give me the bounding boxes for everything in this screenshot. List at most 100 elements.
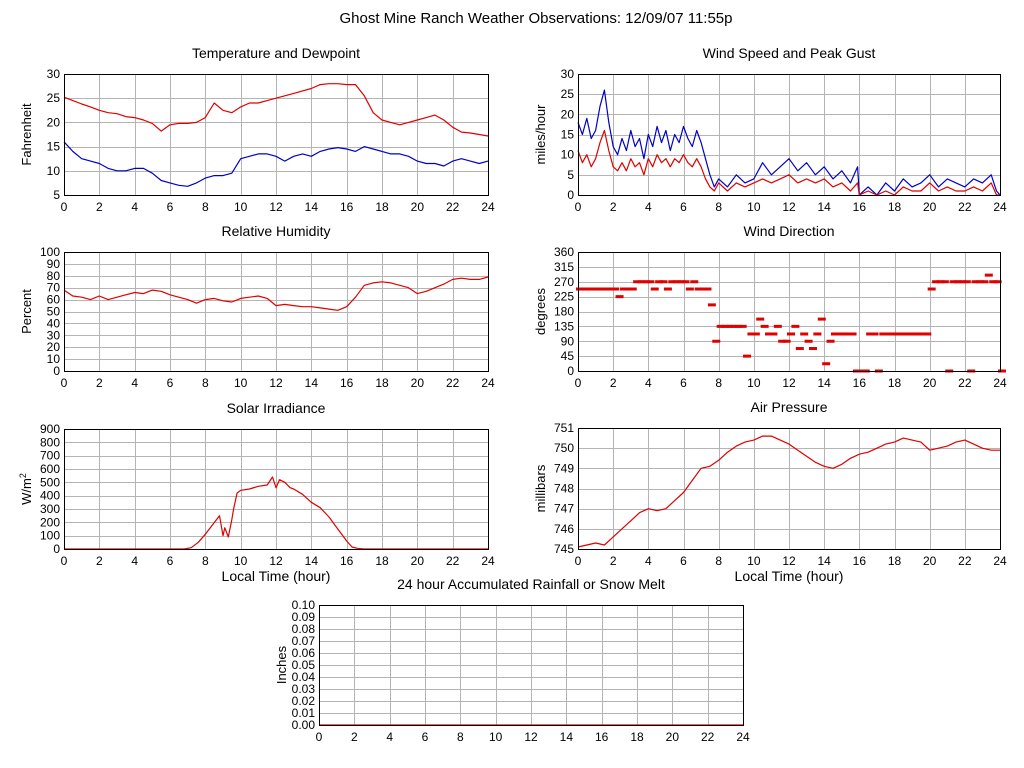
wind-direction-point (747, 332, 756, 336)
wind-direction-point (800, 332, 809, 336)
y-tick-label: 0.09 (292, 610, 316, 624)
x-tick-label: 14 (817, 200, 831, 214)
plot-frame (578, 252, 1001, 372)
x-tick-label: 4 (131, 554, 138, 568)
x-tick-label: 20 (923, 376, 937, 390)
y-tick-label: 30 (47, 328, 61, 342)
y-tick-label: 0.05 (292, 658, 316, 672)
x-tick-label: 12 (782, 376, 796, 390)
y-tick-label: 270 (554, 275, 574, 289)
x-tick-label: 18 (630, 730, 644, 744)
wind-direction-point (624, 287, 633, 291)
wind-direction-point (773, 324, 782, 328)
plot-frame (64, 252, 489, 372)
wind-direction-point (896, 332, 905, 336)
page-title: Ghost Mine Ranch Weather Observations: 1… (339, 10, 732, 27)
wind-direction-point (782, 339, 791, 343)
wind-direction-point (729, 324, 738, 328)
x-tick-label: 20 (923, 200, 937, 214)
x-tick-label: 20 (666, 730, 680, 744)
x-tick-label: 16 (853, 200, 867, 214)
y-tick-label: 0.08 (292, 622, 316, 636)
x-tick-label: 16 (340, 554, 354, 568)
x-tick-label: 0 (575, 200, 582, 214)
wind-direction-point (976, 280, 985, 284)
x-tick-label: 2 (96, 200, 103, 214)
y-tick-label: 500 (40, 475, 60, 489)
chart-title: Wind Speed and Peak Gust (703, 45, 876, 61)
x-axis-label: Local Time (hour) (735, 568, 844, 584)
y-tick-label: 50 (47, 305, 61, 319)
wind-direction-point (597, 287, 606, 291)
y-tick-label: 700 (40, 449, 60, 463)
wind-direction-point (681, 280, 690, 284)
wind-direction-point (738, 324, 747, 328)
x-tick-label: 18 (888, 376, 902, 390)
chart-rain: 0 2 4 6 8 10 12 14 16 18 20 22 240.000.010.020.030.0… (274, 576, 750, 744)
wind-direction-point (769, 332, 778, 336)
wind-direction-point (694, 287, 703, 291)
x-tick-label: 8 (715, 200, 722, 214)
x-tick-label: 2 (351, 730, 358, 744)
wind-direction-point (813, 332, 822, 336)
y-tick-label: 30 (47, 67, 61, 81)
wind-direction-point (883, 332, 892, 336)
wind-direction-point (910, 332, 919, 336)
y-tick-label: 10 (47, 164, 61, 178)
x-tick-label: 8 (715, 554, 722, 568)
wind-direction-point (940, 280, 949, 284)
wind-direction-point (844, 332, 853, 336)
plot-frame (64, 74, 489, 196)
y-tick-label: 0 (53, 364, 60, 378)
wind-direction-point (663, 287, 672, 291)
x-tick-label: 24 (481, 554, 495, 568)
x-tick-label: 22 (958, 554, 972, 568)
wind-direction-point (593, 287, 602, 291)
y-tick-label: 25 (561, 87, 575, 101)
y-axis-label: Fahrenheit (19, 103, 34, 166)
wind-direction-point (932, 280, 941, 284)
x-tick-label: 10 (234, 376, 248, 390)
x-tick-label: 18 (375, 200, 389, 214)
x-tick-label: 8 (715, 376, 722, 390)
wind-direction-point (879, 332, 888, 336)
chart-title: Temperature and Dewpoint (192, 45, 360, 61)
wind-direction-point (787, 332, 795, 336)
y-tick-label: 0 (567, 364, 574, 378)
y-tick-label: 746 (554, 522, 574, 536)
y-tick-label: 90 (47, 257, 61, 271)
x-tick-label: 16 (853, 554, 867, 568)
wind-direction-point (633, 280, 642, 284)
y-tick-label: 30 (561, 67, 575, 81)
x-tick-label: 22 (446, 554, 460, 568)
y-tick-label: 45 (561, 349, 575, 363)
x-tick-label: 18 (888, 200, 902, 214)
wind-direction-point (923, 332, 932, 336)
x-tick-label: 4 (645, 554, 652, 568)
x-tick-label: 12 (524, 730, 538, 744)
wind-direction-point (808, 347, 817, 351)
wind-direction-point (712, 339, 721, 343)
y-tick-label: 5 (53, 188, 60, 202)
wind-direction-point (822, 362, 831, 366)
wind-direction-point (659, 280, 668, 284)
x-tick-label: 22 (958, 376, 972, 390)
x-tick-label: 2 (96, 554, 103, 568)
x-tick-label: 8 (457, 730, 464, 744)
wind-direction-point (817, 317, 826, 321)
x-tick-label: 22 (958, 200, 972, 214)
wind-direction-point (760, 324, 769, 328)
wind-direction-point (839, 332, 848, 336)
y-tick-label: 20 (561, 107, 575, 121)
wind-direction-point (765, 332, 774, 336)
y-tick-label: 400 (40, 489, 60, 503)
x-tick-label: 22 (701, 730, 715, 744)
x-tick-label: 6 (167, 376, 174, 390)
y-tick-label: 0.01 (292, 706, 316, 720)
x-tick-label: 10 (489, 730, 503, 744)
y-tick-label: 15 (561, 128, 575, 142)
plot-frame (319, 605, 744, 726)
wind-direction-point (914, 332, 923, 336)
x-tick-label: 10 (747, 200, 761, 214)
wind-direction-point (984, 273, 993, 277)
